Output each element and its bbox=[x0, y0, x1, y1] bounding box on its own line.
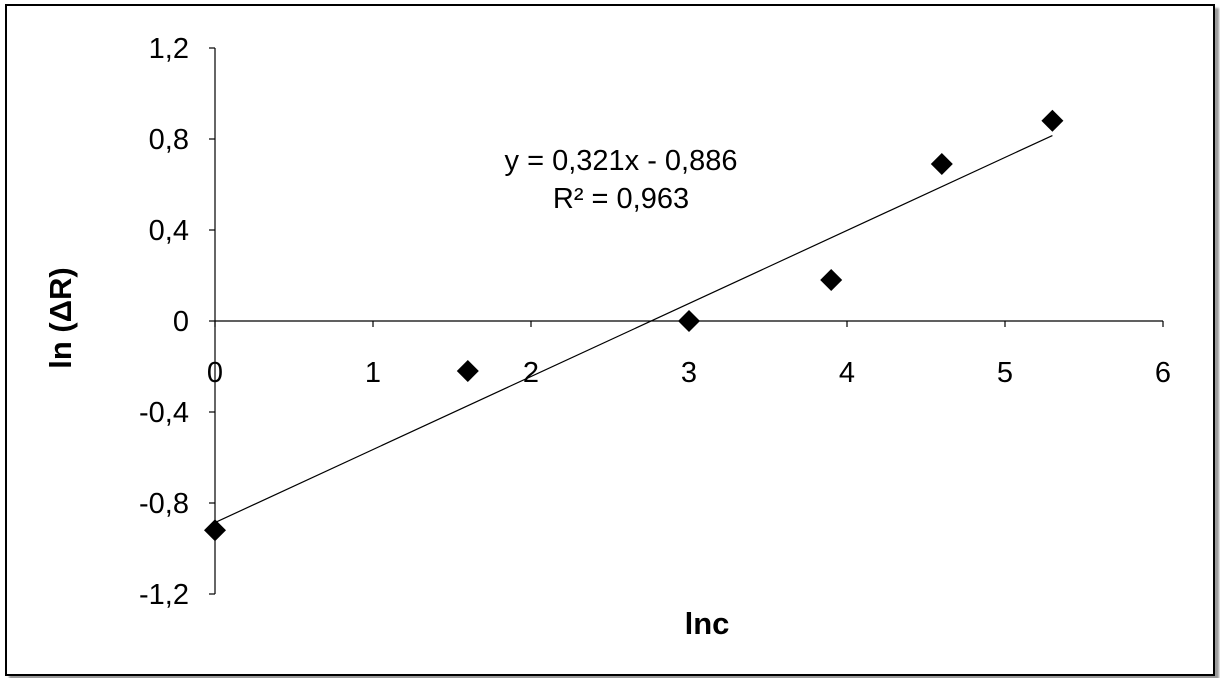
trendline-equation: y = 0,321x - 0,886 bbox=[505, 145, 738, 177]
tick-labels: 1,2 0,8 0,4 0 -0,4 -0,8 -1,2 0 1 2 3 4 5 6 bbox=[139, 33, 1171, 611]
data-point-diamond bbox=[456, 360, 479, 383]
x-tick-label: 4 bbox=[839, 357, 855, 389]
data-points bbox=[204, 109, 1064, 542]
y-axis-title: ln (ΔR) bbox=[43, 267, 78, 368]
trendline bbox=[214, 134, 1053, 524]
trendline-r-squared: R² = 0,963 bbox=[553, 183, 689, 215]
scatter-chart: 1,2 0,8 0,4 0 -0,4 -0,8 -1,2 0 1 2 3 4 5 6 y = 0,321x… bbox=[43, 33, 1171, 641]
y-tick-label: 0,4 bbox=[149, 215, 189, 247]
data-point-diamond bbox=[930, 153, 953, 176]
x-tick-label: 2 bbox=[523, 357, 539, 389]
y-tick-label: 0 bbox=[173, 306, 189, 338]
y-tick-label: -0,8 bbox=[139, 488, 189, 520]
data-point-diamond bbox=[204, 519, 226, 542]
x-tick-label: 5 bbox=[997, 357, 1013, 389]
x-tick-label: 3 bbox=[681, 357, 697, 389]
x-tick-label: 0 bbox=[207, 357, 223, 389]
y-tick-label: 1,2 bbox=[149, 33, 189, 65]
data-point-diamond bbox=[820, 269, 843, 292]
data-point-diamond bbox=[1041, 109, 1064, 132]
y-tick-label: -0,4 bbox=[139, 397, 189, 429]
trendline-line bbox=[214, 134, 1053, 524]
x-tick-label: 6 bbox=[1155, 357, 1171, 389]
y-tick-label: 0,8 bbox=[149, 124, 189, 156]
x-tick-label: 1 bbox=[365, 357, 381, 389]
data-point-diamond bbox=[678, 310, 700, 332]
x-axis-title: lnc bbox=[685, 606, 730, 641]
y-tick-label: -1,2 bbox=[139, 579, 189, 611]
chart-frame: 1,2 0,8 0,4 0 -0,4 -0,8 -1,2 0 1 2 3 4 5 6 y = 0,321x… bbox=[5, 4, 1215, 676]
